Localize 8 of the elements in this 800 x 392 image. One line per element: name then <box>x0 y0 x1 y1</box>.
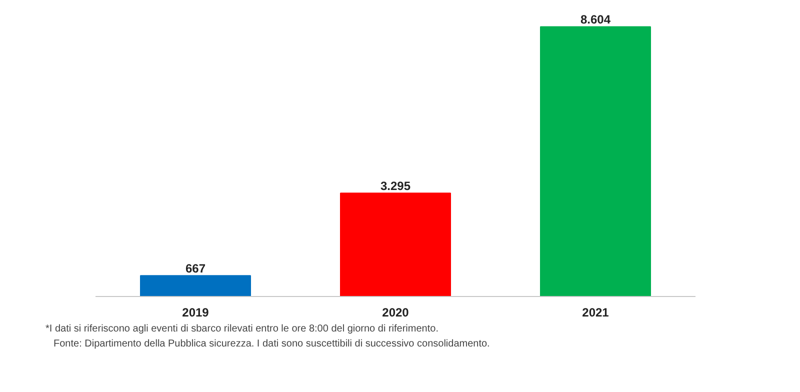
data-label: 8.604 <box>580 12 611 27</box>
x-tick-label: 2019 <box>182 306 210 320</box>
data-label: 3.295 <box>380 179 411 194</box>
source-note: Fonte: Dipartimento della Pubblica sicurezza. I dati sono suscettibili di successivo consolidamento. <box>54 338 490 350</box>
x-tick-label: 2020 <box>382 306 410 320</box>
x-tick-label: 2021 <box>582 306 610 320</box>
data-label: 667 <box>185 262 206 276</box>
text: *I dati si riferiscono agli eventi di sbarco rilevati entro le ore 8:00 del giorno di riferimento. <box>46 324 438 334</box>
